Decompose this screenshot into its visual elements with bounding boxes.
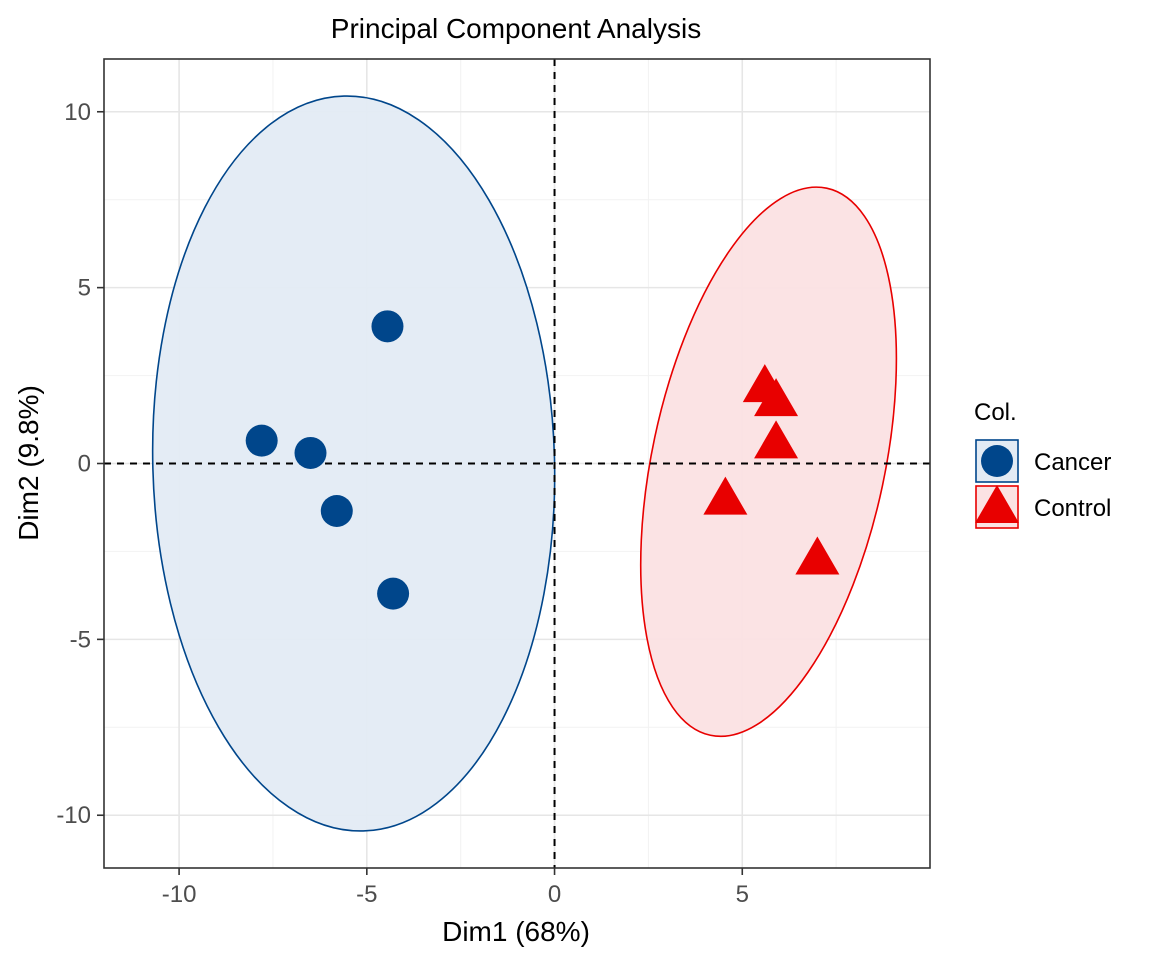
x-tick-label: -10 [162, 881, 197, 908]
data-point [754, 420, 799, 459]
plot-area [103, 58, 931, 869]
series-control [703, 364, 840, 575]
data-point [294, 436, 327, 469]
ellipse-control [639, 186, 898, 738]
legend-key-cancer [975, 439, 1019, 483]
y-tick-label: 5 [78, 275, 91, 302]
data-point [371, 310, 404, 343]
series-cancer [245, 310, 410, 610]
legend-title: Col. [974, 399, 1017, 426]
x-tick-label: -5 [356, 881, 377, 908]
y-tick-label: 10 [64, 99, 91, 126]
data-point [754, 378, 799, 417]
legend-key-control [975, 485, 1019, 529]
y-axis-title: Dim2 (9.8%) [13, 385, 44, 541]
circle-icon [981, 445, 1013, 477]
data-point [245, 424, 278, 457]
data-point [320, 494, 353, 527]
y-tick-label: -10 [56, 802, 91, 829]
y-tick-label: -5 [70, 626, 91, 653]
x-tick-label: 5 [736, 881, 749, 908]
legend-label: Cancer [1034, 449, 1111, 476]
chart-title: Principal Component Analysis [331, 13, 701, 44]
y-tick-label: 0 [78, 451, 91, 478]
triangle-icon [975, 485, 1019, 523]
legend: Col. Cancer Control [974, 399, 1111, 529]
data-point [377, 577, 410, 610]
x-axis-title: Dim1 (68%) [442, 916, 590, 947]
data-point [795, 536, 840, 575]
data-point [703, 476, 748, 515]
legend-label: Control [1034, 495, 1111, 522]
x-tick-label: 0 [548, 881, 561, 908]
